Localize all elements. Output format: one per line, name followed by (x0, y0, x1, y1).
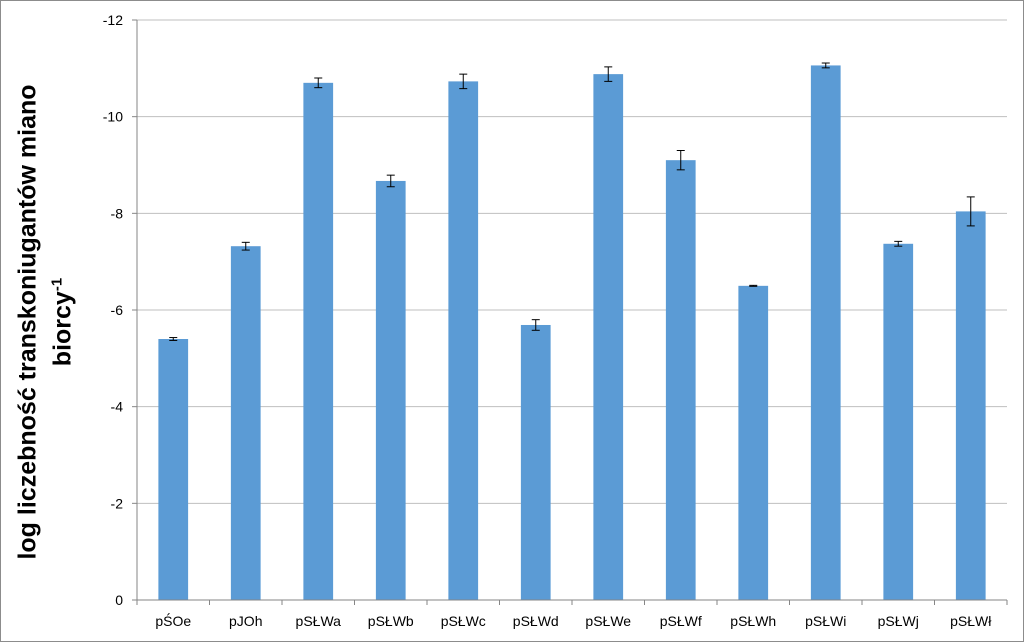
bar (375, 180, 406, 600)
x-tick-label: pSŁWe (585, 613, 631, 629)
axes (132, 19, 1008, 605)
bars (158, 65, 986, 601)
bar (955, 211, 986, 600)
bar (810, 65, 841, 600)
y-axis-label: log liczebność transkoniugantów miano bi… (12, 84, 77, 559)
bar (738, 285, 769, 600)
bar (883, 243, 914, 601)
y-axis-label-exponent: -1 (48, 277, 66, 292)
y-tick-label: -12 (103, 12, 123, 28)
y-tick-label: -10 (103, 109, 123, 125)
x-tick-label: pSŁWł (950, 613, 992, 629)
x-tick-label: pSŁWh (730, 613, 776, 629)
bar (448, 81, 479, 601)
x-tick-labels: pŚOe pJOh pSŁWa pSŁWb pSŁWc pSŁWd pSŁWe pSŁWf pS… (155, 612, 992, 629)
x-tick-label: pSŁWj (878, 613, 919, 629)
gridlines (137, 19, 1007, 504)
y-tick-label: -2 (111, 495, 124, 511)
bar (230, 246, 261, 600)
bar (520, 324, 551, 600)
y-axis-label-line2: biorcy (48, 291, 77, 367)
y-tick-label: -8 (111, 205, 124, 221)
y-tick-label: -4 (111, 399, 124, 415)
y-tick-labels: 0 -2 -4 -6 -8 -10 -12 (103, 12, 123, 608)
y-axis-label-line1: log liczebność transkoniugantów miano (13, 84, 42, 560)
bar (593, 74, 624, 601)
bar (665, 160, 696, 600)
x-tick-label: pSŁWa (296, 613, 342, 629)
x-tick-label: pSŁWf (660, 613, 702, 629)
bar (303, 82, 334, 601)
error-bars (169, 62, 975, 341)
x-tick-label: pSŁWb (368, 613, 414, 629)
x-tick-label: pJOh (229, 613, 262, 629)
x-tick-label: pSŁWc (441, 613, 486, 629)
y-tick-label: 0 (115, 592, 123, 608)
x-tick-label: pŚOe (155, 612, 191, 629)
bar (158, 339, 189, 600)
x-tick-label: pSŁWd (513, 613, 559, 629)
y-tick-label: -6 (111, 302, 124, 318)
x-tick-label: pSŁWi (805, 613, 846, 629)
